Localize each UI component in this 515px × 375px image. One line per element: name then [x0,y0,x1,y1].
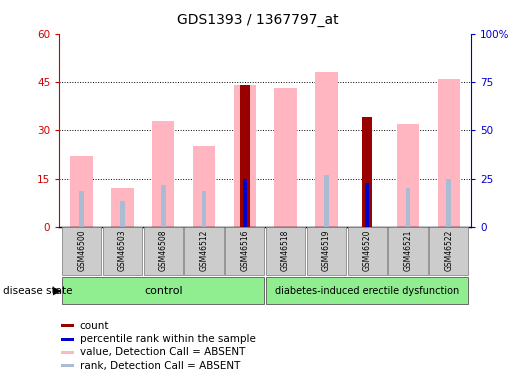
Text: diabetes-induced erectile dysfunction: diabetes-induced erectile dysfunction [275,286,459,296]
Bar [79,192,84,227]
Text: count: count [80,321,109,331]
Bar [324,176,329,227]
Bar [447,178,451,227]
Bar [365,183,369,227]
Bar [405,188,410,227]
Bar [266,277,468,304]
Bar [307,227,346,275]
Bar [61,351,74,354]
Text: GSM46519: GSM46519 [322,230,331,271]
Text: GSM46500: GSM46500 [77,230,86,271]
Bar [152,121,175,227]
Bar [161,185,166,227]
Bar [243,178,247,227]
Text: GSM46522: GSM46522 [444,230,453,271]
Text: control: control [144,286,182,296]
Bar [103,227,142,275]
Bar [184,227,224,275]
Bar [234,85,256,227]
Bar [274,88,297,227]
Text: rank, Detection Call = ABSENT: rank, Detection Call = ABSENT [80,361,240,371]
Bar [61,338,74,341]
Bar [61,364,74,368]
Bar [239,85,250,227]
Bar [120,201,125,227]
Bar [61,324,74,327]
Bar [71,156,93,227]
Text: GDS1393 / 1367797_at: GDS1393 / 1367797_at [177,13,338,27]
Bar [362,117,372,227]
Text: disease state: disease state [3,286,72,296]
Bar [201,192,207,227]
Text: GSM46508: GSM46508 [159,230,168,271]
Text: ▶: ▶ [53,286,61,296]
Bar [62,277,264,304]
Bar [144,227,183,275]
Bar [266,227,305,275]
Text: percentile rank within the sample: percentile rank within the sample [80,334,255,344]
Bar [225,227,264,275]
Bar [388,227,427,275]
Bar [315,72,338,227]
Text: GSM46512: GSM46512 [199,230,209,271]
Bar [348,227,387,275]
Bar [397,124,419,227]
Bar [438,79,460,227]
Text: GSM46503: GSM46503 [118,230,127,271]
Bar [111,188,134,227]
Text: GSM46521: GSM46521 [403,230,413,271]
Text: value, Detection Call = ABSENT: value, Detection Call = ABSENT [80,348,245,357]
Text: GSM46516: GSM46516 [241,230,249,271]
Bar [429,227,468,275]
Text: GSM46518: GSM46518 [281,230,290,271]
Text: GSM46520: GSM46520 [363,230,372,271]
Bar [62,227,101,275]
Bar [193,146,215,227]
